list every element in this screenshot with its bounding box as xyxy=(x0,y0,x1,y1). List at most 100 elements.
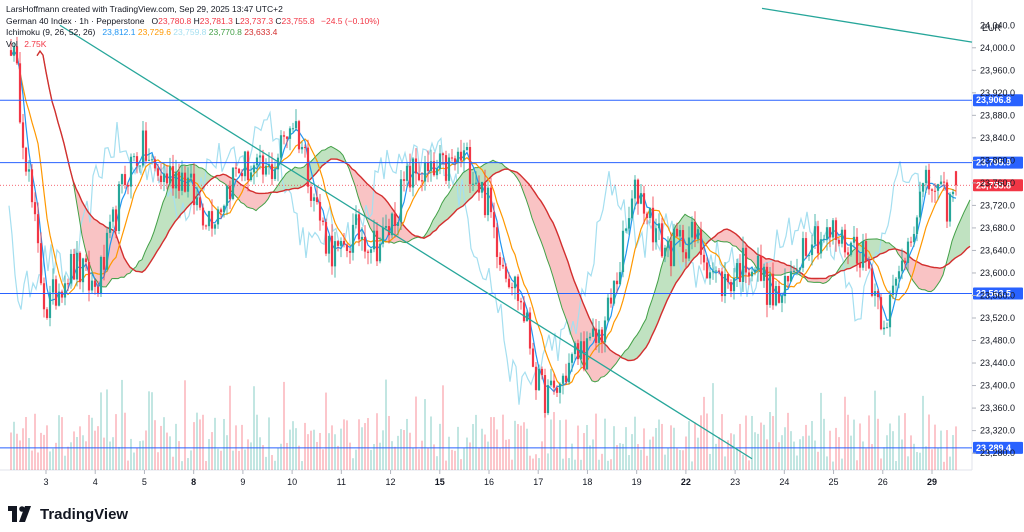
tradingview-logo[interactable]: TradingView xyxy=(8,504,128,524)
volume-bar xyxy=(781,435,783,470)
candle-body xyxy=(258,155,262,158)
cloud-segment xyxy=(730,230,733,246)
volume-bar xyxy=(64,455,66,470)
volume-label[interactable]: Vol xyxy=(6,38,18,49)
volume-bar xyxy=(370,449,372,470)
volume-bar xyxy=(553,412,555,470)
tenkan-line xyxy=(10,50,957,393)
candle-body xyxy=(144,130,148,161)
price-tick-label: 23,760.0 xyxy=(980,178,1015,188)
volume-bar xyxy=(712,383,714,470)
cloud-segment xyxy=(571,271,574,343)
candle-body xyxy=(840,229,844,244)
cloud-segment xyxy=(868,239,871,261)
volume-bar xyxy=(388,415,390,470)
candle-body xyxy=(399,179,403,223)
volume-bar xyxy=(472,424,474,470)
ohlc-values: O23,780.8 H23,781.3 L23,737.3 C23,755.8 xyxy=(147,16,315,26)
volume-bar xyxy=(538,458,540,470)
candle-body xyxy=(249,172,253,181)
candle-body xyxy=(288,128,292,139)
trendline[interactable] xyxy=(59,24,753,460)
candle-body xyxy=(138,165,142,167)
candle-body xyxy=(777,286,781,303)
volume-bar xyxy=(724,456,726,470)
time-axis[interactable]: 3 4 5 8 9 10 11 12 15 16 17 18 19 22 23 24 25 26 29 xyxy=(43,470,937,487)
volume-bar xyxy=(70,442,72,470)
price-axis[interactable]: 24,000.0 23,960.0 23,920.0 23,880.0 23,840.0… xyxy=(972,20,1015,458)
candle-body xyxy=(948,194,952,222)
candle-body xyxy=(402,179,406,181)
candle-body xyxy=(204,225,208,227)
volume-bar xyxy=(256,414,258,470)
candle-body xyxy=(483,181,487,216)
volume-bar xyxy=(535,454,537,470)
candle-body xyxy=(267,164,271,166)
candle-body xyxy=(123,174,127,186)
volume-bar xyxy=(922,395,924,470)
volume-bar xyxy=(778,442,780,470)
volume-bar xyxy=(250,442,252,470)
ichimoku-label[interactable]: Ichimoku (9, 26, 52, 26) xyxy=(6,27,96,37)
price-tick-label: 23,520.0 xyxy=(980,313,1015,323)
cloud-segment xyxy=(379,194,382,240)
candle-body xyxy=(675,228,679,237)
volume-bar xyxy=(511,459,513,470)
candle-body xyxy=(678,230,682,237)
candle-body xyxy=(663,247,667,257)
cloud-segment xyxy=(451,184,454,216)
cloud-segment xyxy=(814,278,817,283)
cloud-segment xyxy=(160,202,163,247)
candle-body xyxy=(876,291,880,298)
candle-body xyxy=(477,182,481,193)
volume-bar xyxy=(406,418,408,470)
time-tick-label: 11 xyxy=(337,477,346,487)
volume-bar xyxy=(892,431,894,470)
trendline[interactable] xyxy=(761,7,973,43)
volume-bar xyxy=(25,416,27,470)
candle-body xyxy=(18,63,22,123)
cloud-segment xyxy=(616,353,619,364)
candle-body xyxy=(444,155,448,181)
volume-bar xyxy=(481,428,483,470)
candle-body xyxy=(336,241,340,246)
cloud-segment xyxy=(574,280,577,350)
price-tick-label: 23,640.0 xyxy=(980,245,1015,255)
candle-body xyxy=(414,158,418,174)
volume-bar xyxy=(874,390,876,470)
candle-body xyxy=(189,173,193,178)
volume-bar xyxy=(859,423,861,470)
candle-body xyxy=(207,211,211,227)
candle-body xyxy=(36,214,40,244)
candle-body xyxy=(759,255,763,281)
cloud-segment xyxy=(535,192,538,234)
cloud-segment xyxy=(442,198,445,224)
time-tick-label: 29 xyxy=(927,477,937,487)
candle-body xyxy=(390,213,394,236)
candle-body xyxy=(135,156,139,166)
candle-body xyxy=(354,214,358,225)
cloud-segment xyxy=(622,351,625,359)
candle-body xyxy=(891,285,895,295)
candle-body xyxy=(612,280,616,304)
candle-body xyxy=(639,193,643,204)
volume-bar xyxy=(931,449,933,470)
cloud-segment xyxy=(298,167,301,189)
candle-body xyxy=(456,151,460,163)
volume-bar xyxy=(601,453,603,470)
cloud-segment xyxy=(817,278,820,283)
candle-body xyxy=(114,209,118,231)
volume-bar xyxy=(706,413,708,470)
volume-bar xyxy=(901,439,903,470)
cloud-segment xyxy=(163,195,166,242)
cloud-segment xyxy=(544,206,547,259)
symbol-name[interactable]: German 40 Index · 1h · Pepperstone xyxy=(6,15,145,26)
volume-bar xyxy=(616,445,618,470)
candle-body xyxy=(168,166,172,184)
candle-body xyxy=(480,181,484,193)
volume-bar xyxy=(106,389,108,470)
cloud-segment xyxy=(223,174,226,185)
candle-body xyxy=(225,185,229,206)
volume-bar xyxy=(946,430,948,470)
